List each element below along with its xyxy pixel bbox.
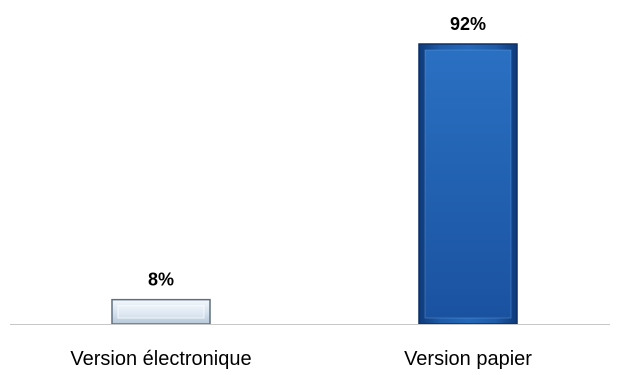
data-label-2: 92% bbox=[450, 14, 486, 34]
bar-2-bevel bbox=[424, 49, 512, 319]
category-label-2: Version papier bbox=[404, 348, 532, 370]
data-label-1: 8% bbox=[148, 270, 174, 290]
bar-group-2: 92% Version papier bbox=[404, 14, 532, 370]
bars-layer: 8% Version électronique 92% Version papier bbox=[70, 14, 532, 370]
bar-group-1: 8% Version électronique bbox=[70, 270, 251, 370]
category-label-1: Version électronique bbox=[70, 348, 251, 370]
bar-1-bevel bbox=[117, 305, 205, 319]
